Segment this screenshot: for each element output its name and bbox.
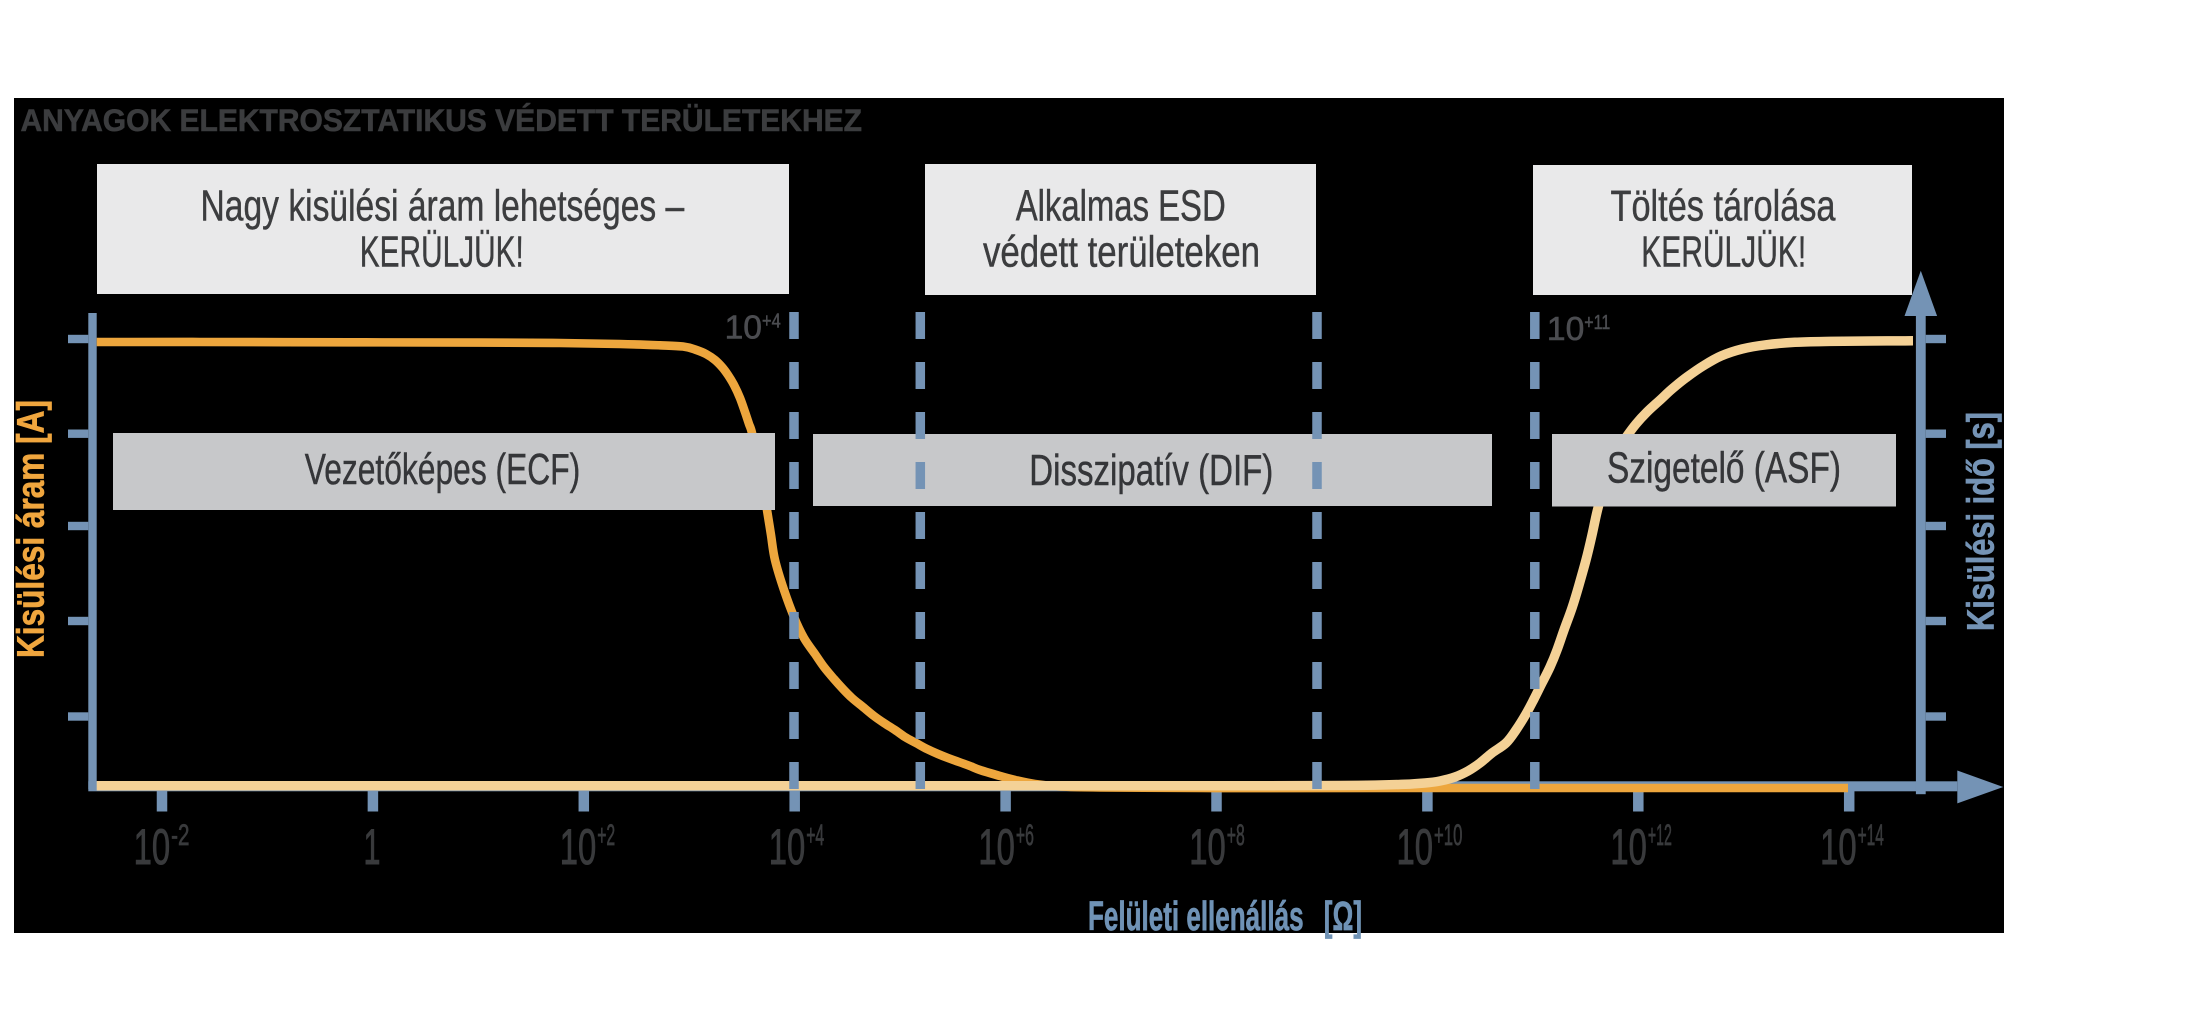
svg-text:10: 10: [725, 309, 762, 346]
svg-text:+6: +6: [1016, 819, 1034, 852]
svg-text:Szigetelő (ASF): Szigetelő (ASF): [1607, 444, 1841, 493]
svg-text:10: 10: [1610, 819, 1647, 875]
svg-text:Kisülési áram [A]: Kisülési áram [A]: [11, 400, 53, 658]
svg-text:10: 10: [560, 819, 597, 875]
svg-text:KERÜLJÜK!: KERÜLJÜK!: [360, 228, 524, 277]
svg-text:+12: +12: [1648, 819, 1672, 852]
svg-text:Alkalmas ESD: Alkalmas ESD: [1016, 182, 1226, 231]
svg-text:+10: +10: [1434, 819, 1462, 852]
svg-text:ANYAGOK ELEKTROSZTATIKUS VÉDET: ANYAGOK ELEKTROSZTATIKUS VÉDETT TERÜLETE…: [21, 102, 863, 138]
svg-text:+4: +4: [762, 311, 781, 333]
svg-text:Disszipatív (DIF): Disszipatív (DIF): [1029, 446, 1273, 495]
svg-text:+2: +2: [597, 819, 615, 852]
svg-text:-2: -2: [171, 819, 189, 852]
svg-text:10: 10: [134, 819, 171, 875]
svg-text:10: 10: [1189, 819, 1226, 875]
svg-text:+8: +8: [1227, 819, 1245, 852]
svg-text:KERÜLJÜK!: KERÜLJÜK!: [1641, 228, 1806, 277]
svg-text:Töltés tárolása: Töltés tárolása: [1611, 182, 1836, 231]
svg-text:1: 1: [364, 819, 381, 875]
svg-text:10: 10: [1547, 310, 1584, 347]
svg-text:Vezetőképes (ECF): Vezetőképes (ECF): [305, 445, 581, 494]
svg-text:Felületi ellenállás [Ω]: Felületi ellenállás [Ω]: [1088, 893, 1362, 939]
svg-text:+4: +4: [806, 819, 824, 852]
svg-text:10: 10: [1820, 819, 1857, 875]
svg-text:+11: +11: [1584, 312, 1610, 334]
svg-text:Nagy kisülési áram lehetséges: Nagy kisülési áram lehetséges –: [201, 182, 685, 231]
svg-text:10: 10: [978, 819, 1015, 875]
svg-text:10: 10: [1397, 819, 1434, 875]
svg-text:+14: +14: [1858, 819, 1884, 852]
svg-text:Kisülési idő [s]: Kisülési idő [s]: [1961, 412, 2003, 631]
svg-text:10: 10: [769, 819, 806, 875]
svg-text:védett területeken: védett területeken: [983, 228, 1260, 277]
